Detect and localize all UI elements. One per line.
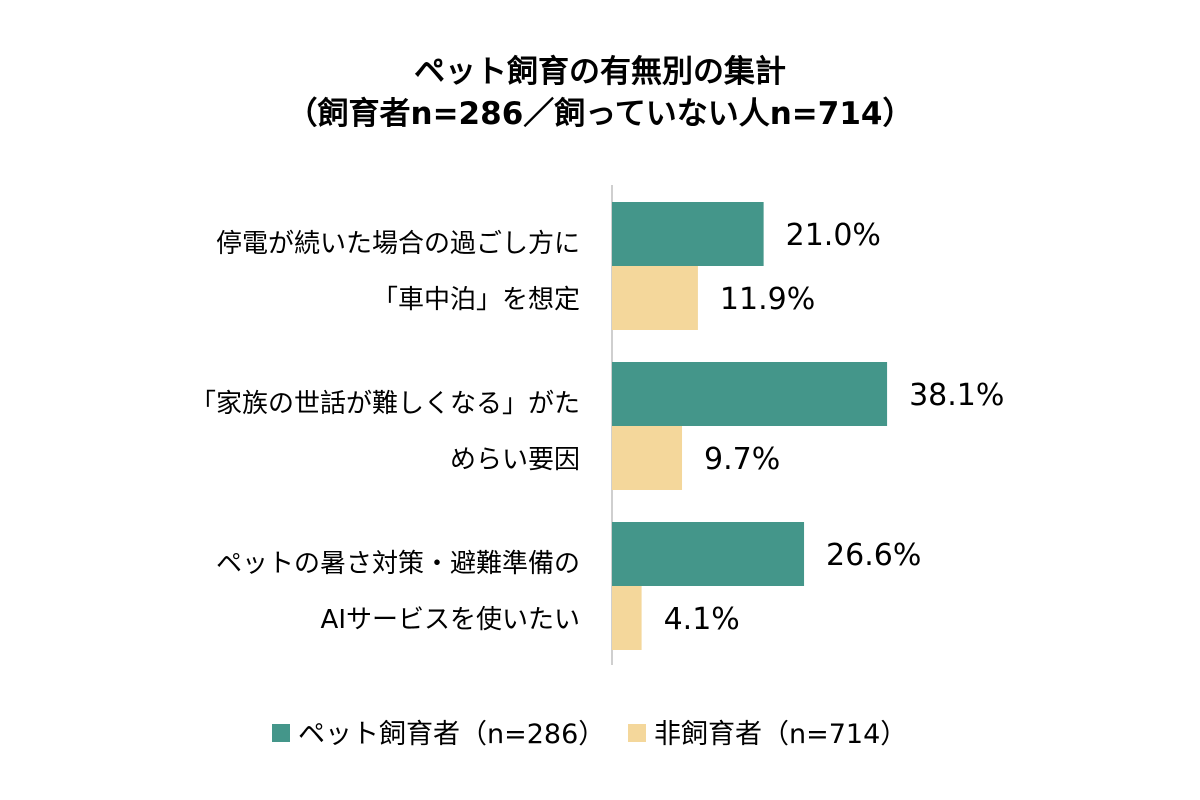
- data-label: 26.6%: [826, 538, 921, 573]
- bar-non-owner: [612, 426, 683, 490]
- chart-title: ペット飼育の有無別の集計: [414, 54, 786, 90]
- bar-non-owner: [612, 266, 698, 330]
- data-label: 9.7%: [704, 442, 780, 477]
- category-label: 「家族の世話が難しくなる」がた: [190, 389, 580, 419]
- category-label: ペットの暑さ対策・避難準備の: [216, 549, 580, 579]
- category-label: 「車中泊」を想定: [372, 285, 580, 315]
- category-label: AIサービスを使いたい: [321, 605, 580, 635]
- legend-swatch: [272, 724, 290, 742]
- legend-label: 非飼育者（n=714）: [654, 719, 907, 750]
- category-label: めらい要因: [450, 445, 580, 475]
- bar-pet-owner: [612, 202, 764, 266]
- legend-swatch: [628, 724, 646, 742]
- category-label: 停電が続いた場合の過ごし方に: [216, 229, 580, 259]
- bar-pet-owner: [612, 522, 805, 586]
- data-label: 4.1%: [664, 602, 740, 637]
- data-label: 38.1%: [909, 378, 1004, 413]
- data-label: 11.9%: [720, 282, 815, 317]
- data-label: 21.0%: [786, 218, 881, 253]
- bar-pet-owner: [612, 362, 888, 426]
- legend-label: ペット飼育者（n=286）: [298, 719, 605, 750]
- bar-non-owner: [612, 586, 642, 650]
- chart-subtitle: （飼育者n=286／飼っていない人n=714）: [287, 96, 914, 132]
